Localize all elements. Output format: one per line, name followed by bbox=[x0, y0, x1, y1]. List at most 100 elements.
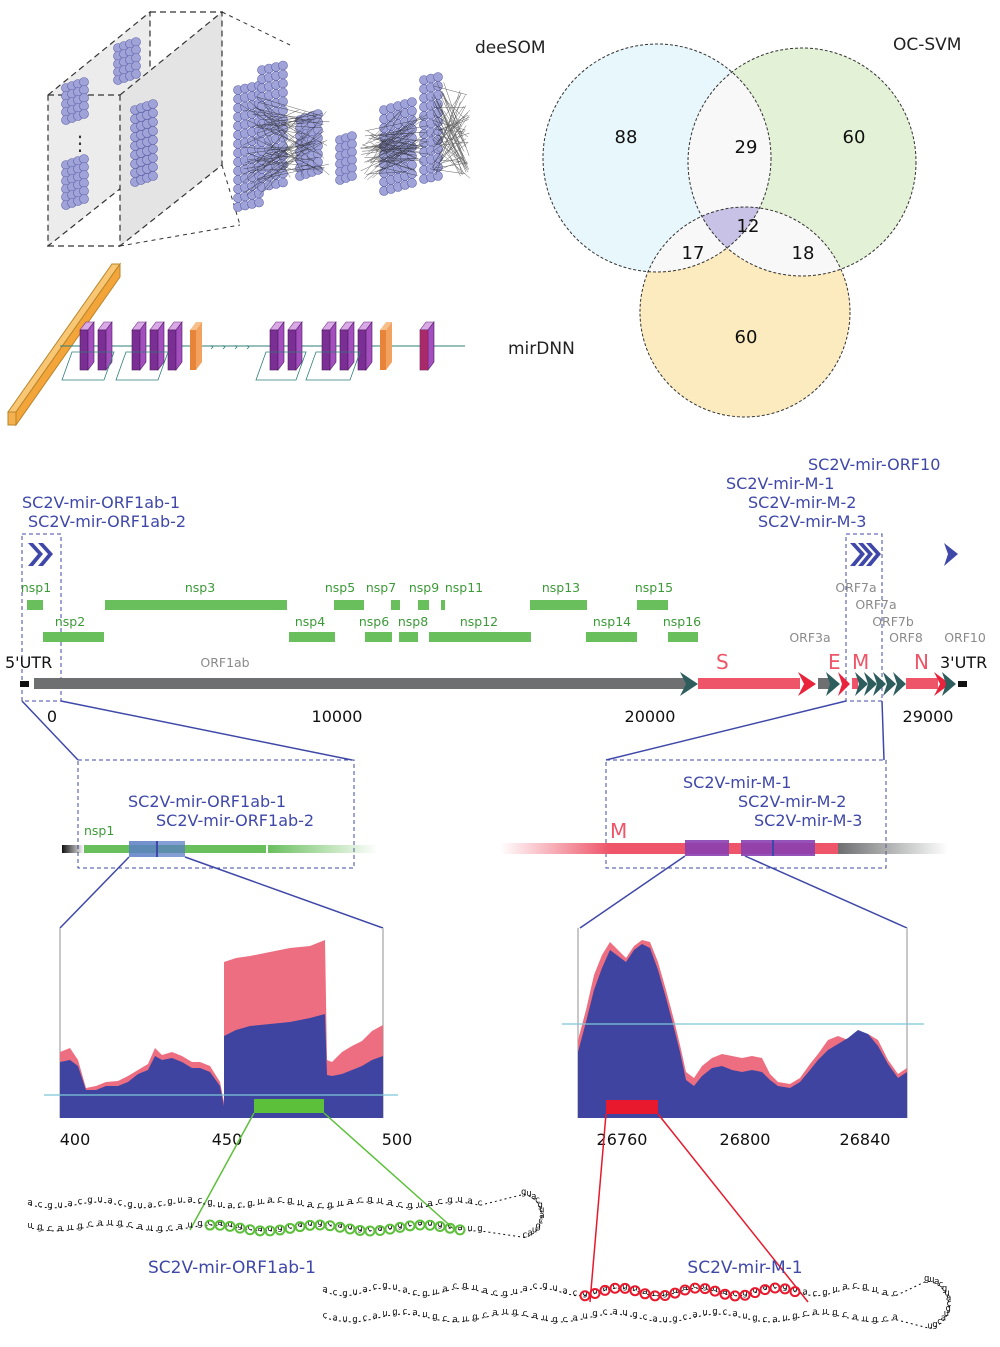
label-orf3a: ORF3a bbox=[789, 630, 830, 645]
neuron bbox=[408, 179, 417, 188]
svg-text:a: a bbox=[67, 1199, 72, 1209]
svg-text:c: c bbox=[842, 1310, 847, 1320]
venn-count-ocsvm-mirdnn: 18 bbox=[792, 243, 815, 264]
svg-text:a: a bbox=[492, 1308, 497, 1318]
label-nsp3: nsp3 bbox=[185, 580, 215, 595]
svg-text:u: u bbox=[177, 1195, 182, 1205]
neuron bbox=[80, 86, 89, 95]
svg-text:a: a bbox=[522, 1284, 527, 1294]
svg-text:a: a bbox=[177, 1222, 182, 1232]
svg-text:c: c bbox=[77, 1197, 82, 1207]
zoom-label-mir-orf1ab-2: SC2V-mir-ORF1ab-2 bbox=[156, 811, 314, 830]
zoom-label-nsp1: nsp1 bbox=[84, 823, 114, 838]
svg-text:g: g bbox=[367, 1195, 372, 1205]
svg-text:u: u bbox=[217, 1200, 222, 1210]
svg-text:g: g bbox=[542, 1281, 547, 1291]
svg-text:g: g bbox=[822, 1288, 827, 1298]
svg-text:c: c bbox=[322, 1311, 327, 1321]
svg-text:c: c bbox=[602, 1307, 607, 1317]
svg-text:g: g bbox=[127, 1200, 132, 1210]
label-3utr: 3'UTR bbox=[940, 653, 987, 672]
svg-text:u: u bbox=[257, 1197, 262, 1207]
svg-text:g: g bbox=[632, 1310, 637, 1320]
label-nsp11: nsp11 bbox=[445, 580, 483, 595]
label-nsp7: nsp7 bbox=[366, 580, 396, 595]
label-orf8: ORF8 bbox=[889, 630, 923, 645]
svg-text:u: u bbox=[97, 1195, 102, 1205]
mir-chevrons bbox=[28, 543, 958, 566]
neuron bbox=[348, 164, 357, 173]
n-gene-bar bbox=[906, 678, 938, 689]
tick-500: 500 bbox=[382, 1130, 413, 1149]
svg-text:u: u bbox=[862, 1314, 867, 1324]
svg-text:c: c bbox=[522, 1230, 527, 1240]
mir-orf1ab-1-position bbox=[254, 1099, 324, 1113]
neuron bbox=[149, 136, 158, 145]
svg-text:g: g bbox=[862, 1282, 867, 1292]
neuron bbox=[80, 94, 89, 103]
neuron bbox=[80, 102, 89, 111]
svg-text:c: c bbox=[332, 1288, 337, 1298]
svg-text:›: › bbox=[222, 342, 226, 353]
label-nsp15: nsp15 bbox=[635, 580, 673, 595]
svg-text:u: u bbox=[702, 1308, 707, 1318]
svg-text:a: a bbox=[652, 1314, 657, 1324]
svg-text:u: u bbox=[337, 1199, 342, 1209]
neuron bbox=[348, 140, 357, 149]
mir-m-2-mark bbox=[741, 840, 773, 856]
neuron bbox=[279, 70, 288, 79]
label-nsp6: nsp6 bbox=[359, 614, 389, 629]
neuron bbox=[434, 172, 443, 181]
zoom-label-mir-m-3: SC2V-mir-M-3 bbox=[754, 811, 862, 830]
cnn-blocks: › › › › bbox=[60, 322, 465, 380]
svg-text:c: c bbox=[357, 1195, 362, 1205]
svg-text:u: u bbox=[382, 1309, 387, 1319]
svg-text:c: c bbox=[117, 1198, 122, 1208]
coverage-plot-right: 26760 26800 26840 bbox=[562, 928, 924, 1149]
neuron bbox=[80, 155, 89, 164]
neuron bbox=[408, 116, 417, 125]
label-orf7a: ORF7a bbox=[835, 580, 876, 595]
hairpin-right: acguacguacguacguacguacguacguacguacguacgu… bbox=[322, 1274, 951, 1331]
svg-text:g: g bbox=[752, 1313, 757, 1323]
svg-text:c: c bbox=[892, 1289, 897, 1299]
svg-text:c: c bbox=[127, 1220, 132, 1230]
svg-text:g: g bbox=[502, 1289, 507, 1299]
neuron bbox=[80, 110, 89, 119]
svg-text:u: u bbox=[107, 1218, 112, 1228]
svg-text:a: a bbox=[482, 1286, 487, 1296]
svg-text:g: g bbox=[352, 1315, 357, 1325]
svg-text:a: a bbox=[882, 1288, 887, 1298]
svg-text:u: u bbox=[742, 1311, 747, 1321]
svg-text:u: u bbox=[622, 1308, 627, 1318]
svg-text:c: c bbox=[317, 1201, 322, 1211]
svg-text:u: u bbox=[147, 1223, 152, 1233]
neuron bbox=[279, 106, 288, 115]
svg-text:u: u bbox=[552, 1283, 557, 1293]
svg-text:a: a bbox=[452, 1315, 457, 1325]
svg-text:c: c bbox=[402, 1307, 407, 1317]
coverage-area-blue-right bbox=[578, 944, 907, 1118]
svg-text:a: a bbox=[107, 1196, 112, 1206]
neuron bbox=[149, 118, 158, 127]
svg-text:u: u bbox=[662, 1315, 667, 1325]
svg-text:g: g bbox=[247, 1199, 252, 1209]
svg-text:c: c bbox=[477, 1198, 482, 1208]
label-orf7a-2: ORF7a bbox=[855, 597, 896, 612]
svg-text:a: a bbox=[402, 1285, 407, 1295]
svg-text:a: a bbox=[427, 1199, 432, 1209]
neuron bbox=[132, 62, 141, 71]
svg-text:u: u bbox=[457, 1195, 462, 1205]
label-mir-m-2: SC2V-mir-M-2 bbox=[748, 493, 856, 512]
svg-text:a: a bbox=[347, 1197, 352, 1207]
label-mir-m-3: SC2V-mir-M-3 bbox=[758, 512, 866, 531]
svg-text:c: c bbox=[167, 1224, 172, 1234]
svg-text:a: a bbox=[732, 1309, 737, 1319]
svg-text:a: a bbox=[387, 1198, 392, 1208]
venn-diagram: deeSOM OC-SVM mirDNN 88 60 60 29 17 18 1… bbox=[475, 35, 961, 417]
svg-text:a: a bbox=[97, 1218, 102, 1228]
svg-text:a: a bbox=[147, 1201, 152, 1211]
svg-text:c: c bbox=[442, 1314, 447, 1324]
neuron bbox=[149, 100, 158, 109]
svg-text:c: c bbox=[372, 1282, 377, 1292]
